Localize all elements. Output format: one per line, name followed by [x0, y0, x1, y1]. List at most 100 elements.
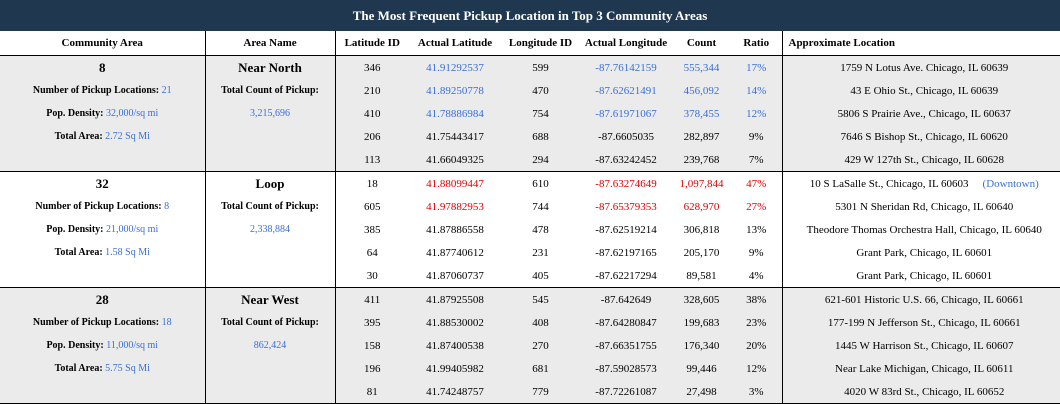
table-row: 32 Loop 18 41.88099447 610 -87.63274649 1,097,…: [0, 171, 1060, 195]
location-cell: 7646 S Bishop St., Chicago, IL 60620: [781, 125, 1060, 148]
location-cell: 621-601 Historic U.S. 66, Chicago, IL 60…: [781, 287, 1060, 311]
table-row: Pop. Density: 11,000/sq mi 862,424 158 41.8…: [0, 334, 1060, 357]
longitude-cell: -87.62217294: [580, 264, 672, 288]
longitude-id-cell: 610: [501, 171, 580, 195]
community-area-number: 32: [95, 175, 109, 191]
count-cell: 555,344: [672, 55, 731, 79]
longitude-id-cell: 270: [501, 334, 580, 357]
location-note: (Downtown): [982, 177, 1039, 190]
table-row: Pop. Density: 21,000/sq mi 2,338,884 385 41…: [0, 218, 1060, 241]
table-row: Number of Pickup Locations: 21 Total Coun…: [0, 79, 1060, 102]
location-cell: Grant Park, Chicago, IL 60601: [781, 241, 1060, 264]
table-row: Number of Pickup Locations: 18 Total Coun…: [0, 311, 1060, 334]
total-count-label: Total Count of Pickup:: [221, 85, 319, 96]
num-locations-label: Number of Pickup Locations:: [32, 317, 160, 328]
latitude-cell: 41.87886558: [409, 218, 501, 241]
location-text: 43 E Ohio St., Chicago, IL 60639: [850, 84, 999, 97]
latitude-id-cell: 18: [334, 171, 409, 195]
total-count-label: Total Count of Pickup:: [221, 201, 319, 212]
longitude-id-cell: 294: [501, 148, 580, 172]
total-count-value: 3,215,696: [250, 108, 290, 119]
total-area-value: 1.58 Sq Mi: [105, 247, 150, 258]
location-text: Theodore Thomas Orchestra Hall, Chicago,…: [806, 223, 1042, 236]
table-row: 113 41.66049325 294 -87.63242452 239,768 7% 42…: [0, 148, 1060, 172]
longitude-cell: -87.6605035: [580, 125, 672, 148]
pop-density-label: Pop. Density:: [46, 108, 104, 119]
table-row: Pop. Density: 32,000/sq mi 3,215,696 410 41…: [0, 102, 1060, 125]
location-text: 621-601 Historic U.S. 66, Chicago, IL 60…: [824, 293, 1024, 306]
location-cell: 1445 W Harrison St., Chicago, IL 60607: [781, 334, 1060, 357]
longitude-cell: -87.62519214: [580, 218, 672, 241]
latitude-cell: 41.97882953: [409, 195, 501, 218]
total-count-label: Total Count of Pickup:: [221, 317, 319, 328]
location-text: 1759 N Lotus Ave. Chicago, IL 60639: [840, 61, 1009, 74]
area-name: Loop: [255, 175, 285, 191]
longitude-cell: -87.64280847: [580, 311, 672, 334]
location-cell: 177-199 N Jefferson St., Chicago, IL 606…: [781, 311, 1060, 334]
num-locations-label: Number of Pickup Locations:: [35, 201, 162, 212]
count-cell: 89,581: [672, 264, 731, 288]
longitude-id-cell: 779: [501, 380, 580, 404]
longitude-id-cell: 688: [501, 125, 580, 148]
location-text: Grant Park, Chicago, IL 60601: [856, 269, 993, 282]
location-cell: 5806 S Prairie Ave., Chicago, IL 60637: [781, 102, 1060, 125]
latitude-cell: 41.89250778: [409, 79, 501, 102]
count-cell: 239,768: [672, 148, 731, 172]
ratio-cell: 7%: [731, 148, 782, 172]
location-cell: 429 W 127th St., Chicago, IL 60628: [781, 148, 1060, 172]
header-longitude-id: Longitude ID: [501, 31, 580, 56]
area-name: Near North: [238, 59, 302, 75]
header-actual-latitude: Actual Latitude: [409, 31, 501, 56]
location-text: 1445 W Harrison St., Chicago, IL 60607: [835, 339, 1014, 352]
total-count-value: 2,338,884: [250, 224, 290, 235]
ratio-cell: 9%: [731, 241, 782, 264]
latitude-cell: 41.66049325: [409, 148, 501, 172]
count-cell: 27,498: [672, 380, 731, 404]
location-cell: 43 E Ohio St., Chicago, IL 60639: [781, 79, 1060, 102]
table-row: Total Area: 2.72 Sq Mi 206 41.75443417 688-…: [0, 125, 1060, 148]
longitude-cell: -87.642649: [580, 287, 672, 311]
latitude-cell: 41.88099447: [409, 171, 501, 195]
location-text: 5301 N Sheridan Rd, Chicago, IL 60640: [835, 200, 1014, 213]
latitude-id-cell: 395: [334, 311, 409, 334]
latitude-cell: 41.78886984: [409, 102, 501, 125]
latitude-cell: 41.87925508: [409, 287, 501, 311]
count-cell: 1,097,844: [672, 171, 731, 195]
table-row: 30 41.87060737 405 -87.62217294 89,581 4% Gran…: [0, 264, 1060, 288]
num-locations-label: Number of Pickup Locations:: [32, 85, 160, 96]
total-area-label: Total Area:: [54, 131, 103, 142]
latitude-cell: 41.99405982: [409, 357, 501, 380]
community-area-number: 8: [99, 59, 106, 75]
count-cell: 205,170: [672, 241, 731, 264]
location-cell: 10 S LaSalle St., Chicago, IL 60603 (Down…: [781, 171, 1060, 195]
header-count: Count: [672, 31, 731, 56]
latitude-id-cell: 113: [334, 148, 409, 172]
total-area-label: Total Area:: [54, 247, 103, 258]
longitude-id-cell: 470: [501, 79, 580, 102]
longitude-id-cell: 405: [501, 264, 580, 288]
location-text: 177-199 N Jefferson St., Chicago, IL 606…: [827, 316, 1021, 329]
total-area-value: 5.75 Sq Mi: [105, 363, 150, 374]
pop-density-value: 21,000/sq mi: [106, 224, 159, 235]
longitude-id-cell: 545: [501, 287, 580, 311]
location-cell: Grant Park, Chicago, IL 60601: [781, 264, 1060, 288]
longitude-cell: -87.76142159: [580, 55, 672, 79]
ratio-cell: 38%: [731, 287, 782, 311]
total-area-value: 2.72 Sq Mi: [105, 131, 150, 142]
count-cell: 199,683: [672, 311, 731, 334]
header-ratio: Ratio: [731, 31, 782, 56]
latitude-cell: 41.87740612: [409, 241, 501, 264]
location-text: 5806 S Prairie Ave., Chicago, IL 60637: [837, 107, 1011, 120]
ratio-cell: 4%: [731, 264, 782, 288]
location-cell: Theodore Thomas Orchestra Hall, Chicago,…: [781, 218, 1060, 241]
latitude-cell: 41.88530002: [409, 311, 501, 334]
header-area-name: Area Name: [204, 31, 335, 56]
latitude-id-cell: 206: [334, 125, 409, 148]
total-area-label: Total Area:: [54, 363, 103, 374]
location-text: Near Lake Michigan, Chicago, IL 60611: [835, 362, 1014, 375]
location-text: 4020 W 83rd St., Chicago, IL 60652: [844, 385, 1005, 398]
location-cell: 5301 N Sheridan Rd, Chicago, IL 60640: [781, 195, 1060, 218]
ratio-cell: 13%: [731, 218, 782, 241]
table-title: The Most Frequent Pickup Location in Top…: [0, 0, 1060, 31]
